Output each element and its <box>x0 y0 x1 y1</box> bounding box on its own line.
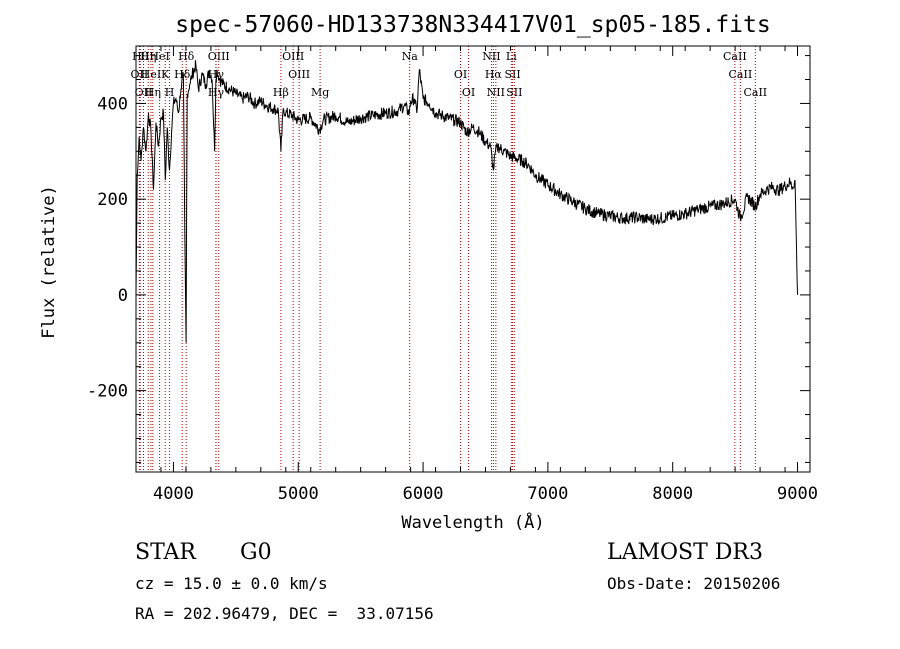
line-label: Hδ <box>178 50 195 63</box>
x-tick-label: 8000 <box>652 484 693 504</box>
line-label: Na <box>402 50 419 63</box>
y-axis-label: Flux (relative) <box>39 185 59 339</box>
line-label: OIII <box>288 68 310 81</box>
line-label: NII <box>482 50 500 63</box>
line-labels-layer: HθOIIOIIHηHeIHηHeIKHHδHδHγOIIIHγHβOIIIOI… <box>131 50 768 99</box>
line-label: OIII <box>208 50 230 63</box>
line-label: CaII <box>729 68 753 81</box>
plot-frame <box>135 45 811 473</box>
line-label: HeI <box>141 68 161 81</box>
coordinates: RA = 202.96479, DEC = 33.07156 <box>135 604 434 623</box>
line-label: SII <box>504 68 520 81</box>
line-label: OIII <box>282 50 304 63</box>
redshift-text: cz = 15.0 ± 0.0 km/s <box>135 574 328 593</box>
x-tick-label: 7000 <box>527 484 568 504</box>
line-label: Hη <box>140 50 156 63</box>
spectrum-line <box>135 60 798 343</box>
line-label: Hβ <box>273 86 289 99</box>
object-class: STAR <box>135 540 196 565</box>
survey-name: LAMOST DR3 <box>607 540 763 565</box>
line-label: Hα <box>485 68 503 81</box>
emission-lines-layer <box>138 46 756 472</box>
line-label: HeI <box>149 50 169 63</box>
line-label: Li <box>506 50 517 63</box>
x-tick-label: 4000 <box>153 484 194 504</box>
line-label: K <box>161 68 170 81</box>
line-label: SII <box>506 86 522 99</box>
x-tick-label: 9000 <box>777 484 818 504</box>
y-tick-label: 200 <box>97 190 128 210</box>
y-tick-label: 0 <box>118 286 128 306</box>
object-subclass: G0 <box>240 540 272 565</box>
y-tick-label: 400 <box>97 94 128 114</box>
line-label: Hγ <box>208 68 225 81</box>
x-tick-label: 6000 <box>403 484 444 504</box>
line-label: CaII <box>723 50 747 63</box>
x-tick-label: 5000 <box>278 484 319 504</box>
line-label: NII <box>487 86 505 99</box>
line-label: OII <box>131 68 149 81</box>
chart-title: spec-57060-HD133738N334417V01_sp05-185.f… <box>175 12 770 38</box>
line-label: CaII <box>743 86 767 99</box>
y-tick-label: -200 <box>87 382 128 402</box>
line-label: Hη <box>145 86 161 99</box>
obs-date: Obs-Date: 20150206 <box>607 574 781 593</box>
line-label: OI <box>462 86 475 99</box>
axis-ticks-layer: 4000 5000 6000 7000 8000 9000 -200 0 200 400 <box>87 46 818 504</box>
x-axis-label: Wavelength (Å) <box>401 511 544 533</box>
line-label: OII <box>135 86 153 99</box>
line-label: Mg <box>311 86 329 99</box>
line-label: H <box>165 86 175 99</box>
line-label: OI <box>454 68 467 81</box>
